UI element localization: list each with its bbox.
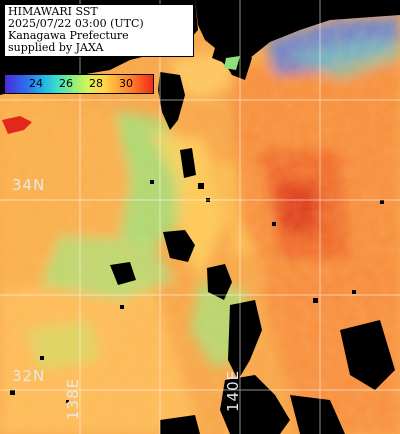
info-box: HIMAWARI SST 2025/07/22 03:00 (UTC) Kana…	[4, 4, 194, 57]
title: HIMAWARI SST	[8, 5, 98, 18]
colorbar-tick: 30	[119, 77, 133, 90]
timestamp: 2025/07/22 03:00 (UTC)	[8, 17, 144, 30]
lon-label-140e: 140E	[224, 369, 242, 412]
lon-label-138e: 138E	[64, 377, 82, 420]
hot-spot-coast	[2, 116, 32, 134]
cool-spot-coast	[224, 56, 240, 70]
region-label: Kanagawa Prefecture	[8, 29, 129, 42]
colorbar-tick: 28	[89, 77, 103, 90]
lat-label-32n: 32N	[12, 367, 46, 385]
colorbar-tick: 26	[59, 77, 73, 90]
lat-label-34n: 34N	[12, 176, 46, 194]
colorbar-tick: 24	[29, 77, 43, 90]
colorbar: 24 26 28 30	[4, 74, 154, 94]
credit-label: supplied by JAXA	[8, 41, 104, 54]
